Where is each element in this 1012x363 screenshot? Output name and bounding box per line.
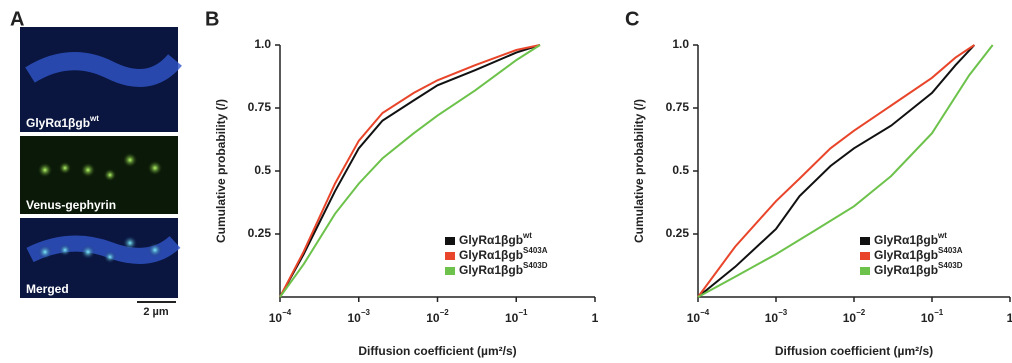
legend-swatch — [445, 237, 455, 245]
legend-label: GlyRα1βgbS403A — [874, 246, 963, 262]
x-tick-label: 10−4 — [687, 308, 710, 325]
legend-swatch — [860, 237, 870, 245]
x-tick-label: 10−3 — [348, 308, 371, 325]
image-label: Merged — [26, 282, 69, 296]
legend-label: GlyRα1βgbS403D — [874, 261, 963, 277]
legend-label: GlyRα1βgbwt — [459, 231, 532, 247]
y-tick-label: 0.75 — [248, 100, 272, 114]
y-tick-label: 1.0 — [672, 37, 689, 51]
y-tick-label: 0.5 — [672, 163, 689, 177]
y-tick-label: 0.5 — [254, 163, 271, 177]
image-label: Venus-gephyrin — [26, 198, 116, 212]
y-axis-label: Cumulative probability (/) — [632, 99, 646, 243]
figure: A GlyRα1βgbwt Venus-gephyrin Merged 2 µm… — [0, 0, 1012, 363]
y-tick-label: 1.0 — [254, 37, 271, 51]
legend-swatch — [860, 267, 870, 275]
legend-swatch — [445, 267, 455, 275]
y-tick-label: 0.25 — [666, 226, 690, 240]
legend-swatch — [860, 252, 870, 260]
x-tick-label: 10−1 — [921, 308, 944, 325]
x-tick-label: 10−2 — [843, 308, 866, 325]
x-axis-label: Diffusion coefficient (µm²/s) — [358, 344, 516, 358]
legend-label: GlyRα1βgbwt — [874, 231, 947, 247]
x-tick-label: 10−2 — [426, 308, 449, 325]
image-label: GlyRα1βgbwt — [26, 114, 99, 130]
panel-label: A — [10, 8, 24, 30]
x-tick-label: 10−3 — [765, 308, 788, 325]
legend-swatch — [445, 252, 455, 260]
panel-label: B — [205, 8, 219, 30]
x-axis-label: Diffusion coefficient (µm²/s) — [775, 344, 933, 358]
x-tick-label: 10−1 — [505, 308, 528, 325]
scale-bar-label: 2 µm — [143, 306, 169, 318]
y-tick-label: 0.25 — [248, 226, 272, 240]
x-tick-label: 1 — [592, 311, 599, 325]
y-tick-label: 0.75 — [666, 100, 690, 114]
panel-label: C — [625, 8, 639, 30]
legend-label: GlyRα1βgbS403A — [459, 246, 548, 262]
y-axis-label: Cumulative probability (/) — [214, 99, 228, 243]
x-tick-label: 1 — [1007, 311, 1012, 325]
x-tick-label: 10−4 — [269, 308, 292, 325]
legend-label: GlyRα1βgbS403D — [459, 261, 548, 277]
